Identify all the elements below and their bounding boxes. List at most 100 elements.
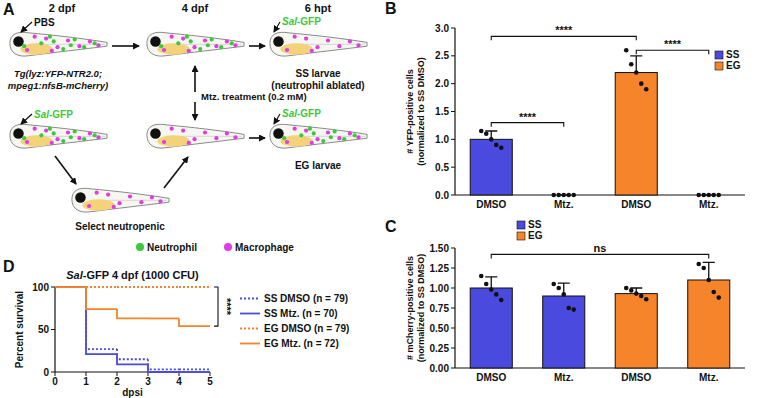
infection-label: Sal-GFP	[282, 108, 321, 119]
neutrophil-dot	[82, 45, 86, 49]
larva	[10, 32, 107, 56]
eye	[150, 128, 160, 138]
y-tick	[451, 195, 455, 196]
neutrophil-dot	[82, 137, 86, 141]
y-tick	[451, 308, 455, 309]
legend-swatch	[715, 51, 723, 59]
plot-area	[470, 262, 730, 368]
y-tick-label: 0.25	[430, 343, 450, 354]
y-axis-label: # YFP-positive cells	[405, 69, 415, 153]
macrophage-dot	[88, 131, 92, 135]
neutrophil-dot	[176, 41, 180, 45]
yolk	[157, 43, 189, 54]
macrophage-dot	[50, 141, 54, 145]
macrophage-dot	[348, 131, 352, 135]
survival-step	[55, 286, 86, 288]
larva-body	[147, 32, 244, 56]
neutrophil-dot	[52, 39, 56, 43]
neutrophil-dot	[93, 133, 97, 137]
macrophage-dot	[304, 128, 308, 132]
significance-bracket	[491, 254, 709, 258]
significance-bracket	[214, 287, 218, 326]
neutrophil-dot	[73, 37, 77, 41]
macrophage-dot	[44, 36, 48, 40]
neutrophil-dot	[69, 135, 73, 139]
plain-part: -GFP	[297, 16, 321, 27]
y-tick	[451, 288, 455, 289]
data-point	[561, 193, 566, 198]
larva-body	[270, 124, 367, 148]
neutrophil-dot	[219, 45, 223, 49]
macrophage-dot	[162, 140, 166, 144]
injection-label: PBS	[34, 17, 55, 28]
x-axis	[55, 371, 210, 372]
data-point	[479, 129, 484, 134]
legend-swatch	[240, 328, 260, 330]
italic-part: Sal	[282, 108, 297, 119]
data-point	[624, 286, 629, 291]
neutrophil-dot	[333, 129, 337, 133]
macrophage-dot	[285, 48, 289, 52]
data-point	[634, 70, 639, 75]
macrophage-dot	[310, 141, 314, 145]
arrow	[249, 137, 265, 139]
data-point	[644, 297, 649, 302]
larva-body	[270, 32, 367, 56]
neutrophil-dot	[61, 139, 65, 143]
survival-step	[117, 286, 148, 288]
arrow	[55, 156, 76, 184]
neutrophil-dot	[48, 35, 52, 39]
larva-body	[10, 124, 107, 148]
data-point	[479, 274, 484, 279]
survival-step	[55, 286, 86, 288]
y-tick-label: 2.0	[435, 78, 449, 89]
strain-label: mpeg1:nfsB-mCherry)	[8, 80, 108, 91]
legend-swatch	[240, 313, 260, 315]
x-tick-label: 5	[207, 376, 213, 387]
data-point	[494, 143, 499, 148]
x-tick-label: Mtz.	[699, 372, 719, 383]
eye	[273, 36, 283, 46]
data-point	[701, 266, 706, 271]
neutrophil-dot	[342, 137, 346, 141]
data-point	[716, 193, 721, 198]
macrophage-dot	[214, 44, 218, 48]
legend-swatch	[517, 232, 525, 240]
data-point	[556, 193, 561, 198]
macrophage-dot	[25, 48, 29, 52]
legend-label: EG DMSO (n = 79)	[264, 323, 349, 334]
x-tick-label: 4	[176, 376, 182, 387]
macrophage-dot	[158, 199, 162, 203]
data-point	[711, 290, 716, 295]
italic-part: Sal	[34, 109, 49, 120]
y-tick-label: 1.5	[435, 106, 449, 117]
macrophage-dot	[337, 136, 341, 140]
y-tick-label: 50	[38, 324, 50, 335]
y-tick	[451, 348, 455, 349]
bar	[543, 296, 585, 368]
data-point	[624, 48, 629, 53]
bar	[688, 280, 730, 368]
data-point	[696, 262, 701, 267]
bar	[470, 288, 512, 368]
macrophage-dot	[233, 43, 237, 47]
y-tick	[451, 28, 455, 29]
macrophage-dot	[66, 38, 70, 42]
macrophage-dot	[170, 35, 174, 39]
figure: A2 dpf4 dpf6 hptPBSSal-GFPTg(lyz:YFP-NTR…	[0, 0, 760, 398]
y-tick-label: 0	[43, 367, 49, 378]
macrophage-dot	[356, 43, 360, 47]
survival-step	[55, 286, 86, 288]
larva	[270, 124, 367, 148]
neutrophil-dot	[69, 43, 73, 47]
data-point	[706, 193, 711, 198]
macrophage-dot	[233, 135, 237, 139]
significance-label: ns	[594, 242, 607, 254]
neutrophil-dot	[230, 41, 234, 45]
panel-label: B	[385, 0, 397, 17]
survival-step	[179, 318, 210, 326]
y-tick-label: 1.00	[430, 283, 450, 294]
macrophage-dot	[203, 130, 207, 134]
x-tick-label: DMSO	[621, 372, 651, 383]
macrophage-dot	[285, 140, 289, 144]
